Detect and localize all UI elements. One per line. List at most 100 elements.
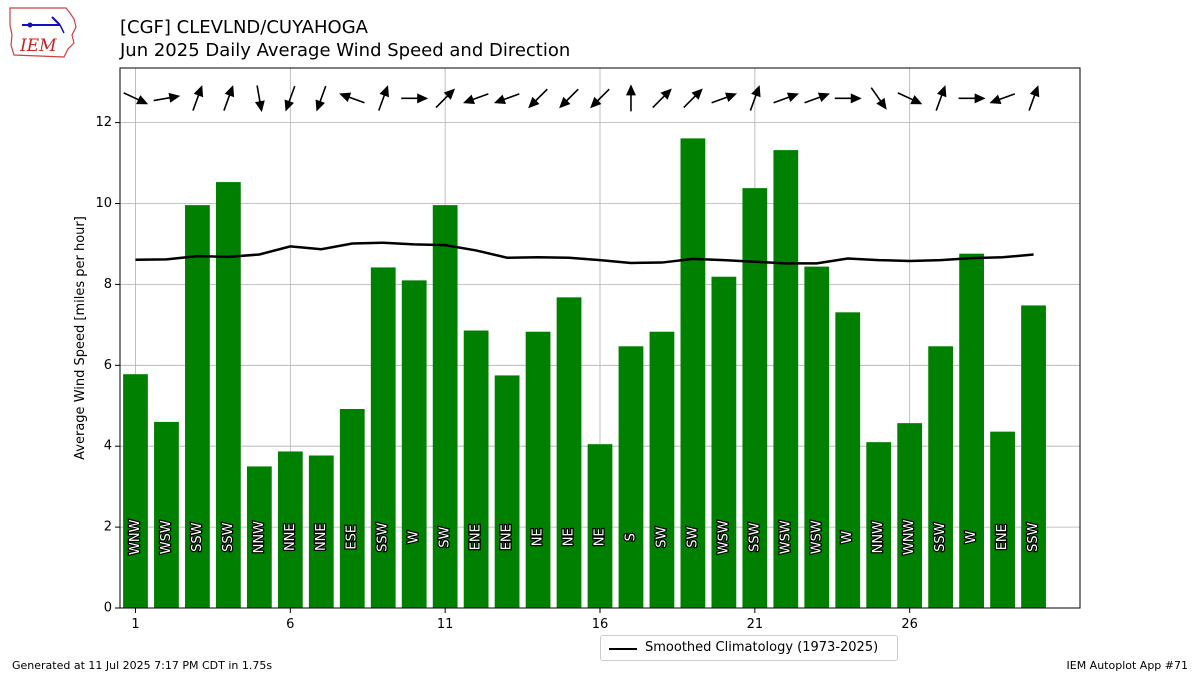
wind-arrow-shaft	[683, 94, 698, 109]
wind-arrow-head	[224, 85, 235, 98]
wind-arrow-day-5	[254, 85, 265, 113]
wind-arrow-head	[850, 93, 862, 104]
wind-arrow-head	[462, 94, 476, 105]
wind-arrow-day-9	[378, 85, 389, 111]
wind-arrow-shaft	[804, 95, 822, 104]
wind-arrow-head	[254, 100, 265, 113]
direction-label: S	[623, 533, 638, 541]
bar-day-25	[866, 442, 892, 608]
bar-day-16	[587, 444, 613, 608]
wind-arrow-day-22	[773, 92, 799, 104]
bar-day-8	[339, 408, 365, 608]
wind-arrow-shaft	[533, 88, 548, 103]
direction-label: SW	[685, 527, 700, 548]
direction-label: SSW	[933, 522, 948, 552]
wind-arrow-head	[751, 85, 761, 98]
wind-arrow-day-8	[339, 92, 365, 104]
wind-arrow-head	[660, 88, 672, 100]
chart-title-station: [CGF] CLEVLND/CUYAHOGA	[120, 17, 368, 38]
direction-label: NE	[593, 528, 608, 546]
iem-logo-graphic: IEM	[9, 7, 77, 58]
wind-arrow-day-3	[192, 85, 204, 111]
direction-label: NE	[531, 528, 546, 546]
direction-label: NNW	[871, 521, 886, 553]
wind-arrow-head	[989, 94, 1002, 105]
bar-day-10	[401, 280, 427, 608]
wind-arrow-head	[493, 94, 506, 105]
wind-arrow-shaft	[1028, 93, 1037, 111]
wind-arrow-day-27	[935, 85, 947, 111]
wind-arrow-shaft	[897, 92, 915, 102]
wind-arrow-head	[339, 92, 352, 103]
wind-arrow-shaft	[287, 85, 296, 104]
bar-day-22	[773, 150, 799, 608]
wind-arrow-day-21	[749, 85, 761, 111]
wind-arrow-shaft	[749, 93, 758, 111]
wind-arrow-day-25	[870, 87, 887, 110]
wind-arrow-shaft	[595, 88, 610, 103]
bar-day-3	[185, 205, 210, 608]
wind-arrow-head	[786, 92, 799, 103]
x-tick-label: 16	[592, 617, 609, 632]
x-tick-label: 11	[437, 617, 454, 632]
wind-arrow-shaft	[471, 93, 489, 101]
wind-arrow-day-23	[804, 92, 830, 104]
wind-arrow-shaft	[711, 95, 729, 104]
bar-day-11	[432, 205, 458, 608]
wind-arrow-shaft	[997, 93, 1016, 101]
wind-arrow-head	[559, 96, 571, 109]
wind-arrow-shaft	[318, 85, 327, 104]
bar-day-5	[246, 466, 272, 608]
wind-arrow-head	[876, 97, 887, 110]
wind-arrow-day-30	[1028, 85, 1040, 111]
direction-label: WNW	[128, 519, 143, 555]
bar-day-17	[618, 346, 644, 608]
iem-logo-text: IEM	[19, 36, 57, 56]
generated-timestamp: Generated at 11 Jul 2025 7:17 PM CDT in …	[12, 659, 273, 672]
wind-arrow-head	[590, 96, 602, 109]
bar-day-9	[370, 267, 396, 608]
bar-day-24	[835, 312, 861, 608]
bar-day-26	[897, 423, 923, 608]
wind-arrow-day-19	[683, 88, 703, 109]
direction-label: WSW	[716, 520, 731, 554]
direction-label: SSW	[221, 522, 236, 552]
wind-arrow-day-24	[834, 93, 862, 104]
direction-label: NNW	[252, 521, 267, 553]
wind-arrow-head	[136, 95, 149, 105]
direction-label: WSW	[159, 520, 174, 554]
wind-arrow-day-16	[590, 88, 610, 109]
y-tick-label: 2	[104, 520, 112, 535]
direction-label: W	[840, 531, 855, 544]
wind-arrow-head	[168, 92, 181, 103]
y-tick-label: 12	[95, 115, 112, 130]
direction-label: NNE	[314, 523, 329, 551]
direction-label: WNW	[902, 519, 917, 555]
direction-label: NE	[562, 528, 577, 546]
direction-label: SSW	[1026, 522, 1041, 552]
wind-arrow-head	[193, 85, 204, 98]
wind-arrow-head	[443, 88, 456, 100]
iem-logo: IEM	[8, 5, 80, 59]
wind-arrow-shaft	[192, 93, 200, 111]
y-tick-label: 10	[95, 196, 112, 211]
chart-title-description: Jun 2025 Daily Average Wind Speed and Di…	[120, 40, 571, 61]
legend-label: Smoothed Climatology (1973-2025)	[645, 640, 879, 655]
wind-arrow-shaft	[773, 95, 791, 104]
bar-day-4	[216, 182, 241, 608]
direction-label: SSW	[190, 522, 205, 552]
wind-arrow-shaft	[652, 94, 667, 109]
wind-arrow-head	[724, 92, 738, 103]
bar-day-20	[711, 276, 737, 608]
direction-label: ESE	[345, 525, 360, 550]
wind-arrow-day-29	[989, 93, 1016, 105]
wind-arrow-day-6	[284, 85, 296, 112]
wind-arrow-shaft	[435, 94, 450, 109]
wind-arrow-shaft	[935, 93, 944, 111]
wind-arrow-day-18	[652, 88, 672, 109]
wind-arrow-day-10	[401, 93, 429, 104]
wind-arrow-shaft	[123, 92, 141, 102]
bar-day-1	[123, 374, 148, 608]
wind-arrow-day-17	[625, 84, 636, 112]
